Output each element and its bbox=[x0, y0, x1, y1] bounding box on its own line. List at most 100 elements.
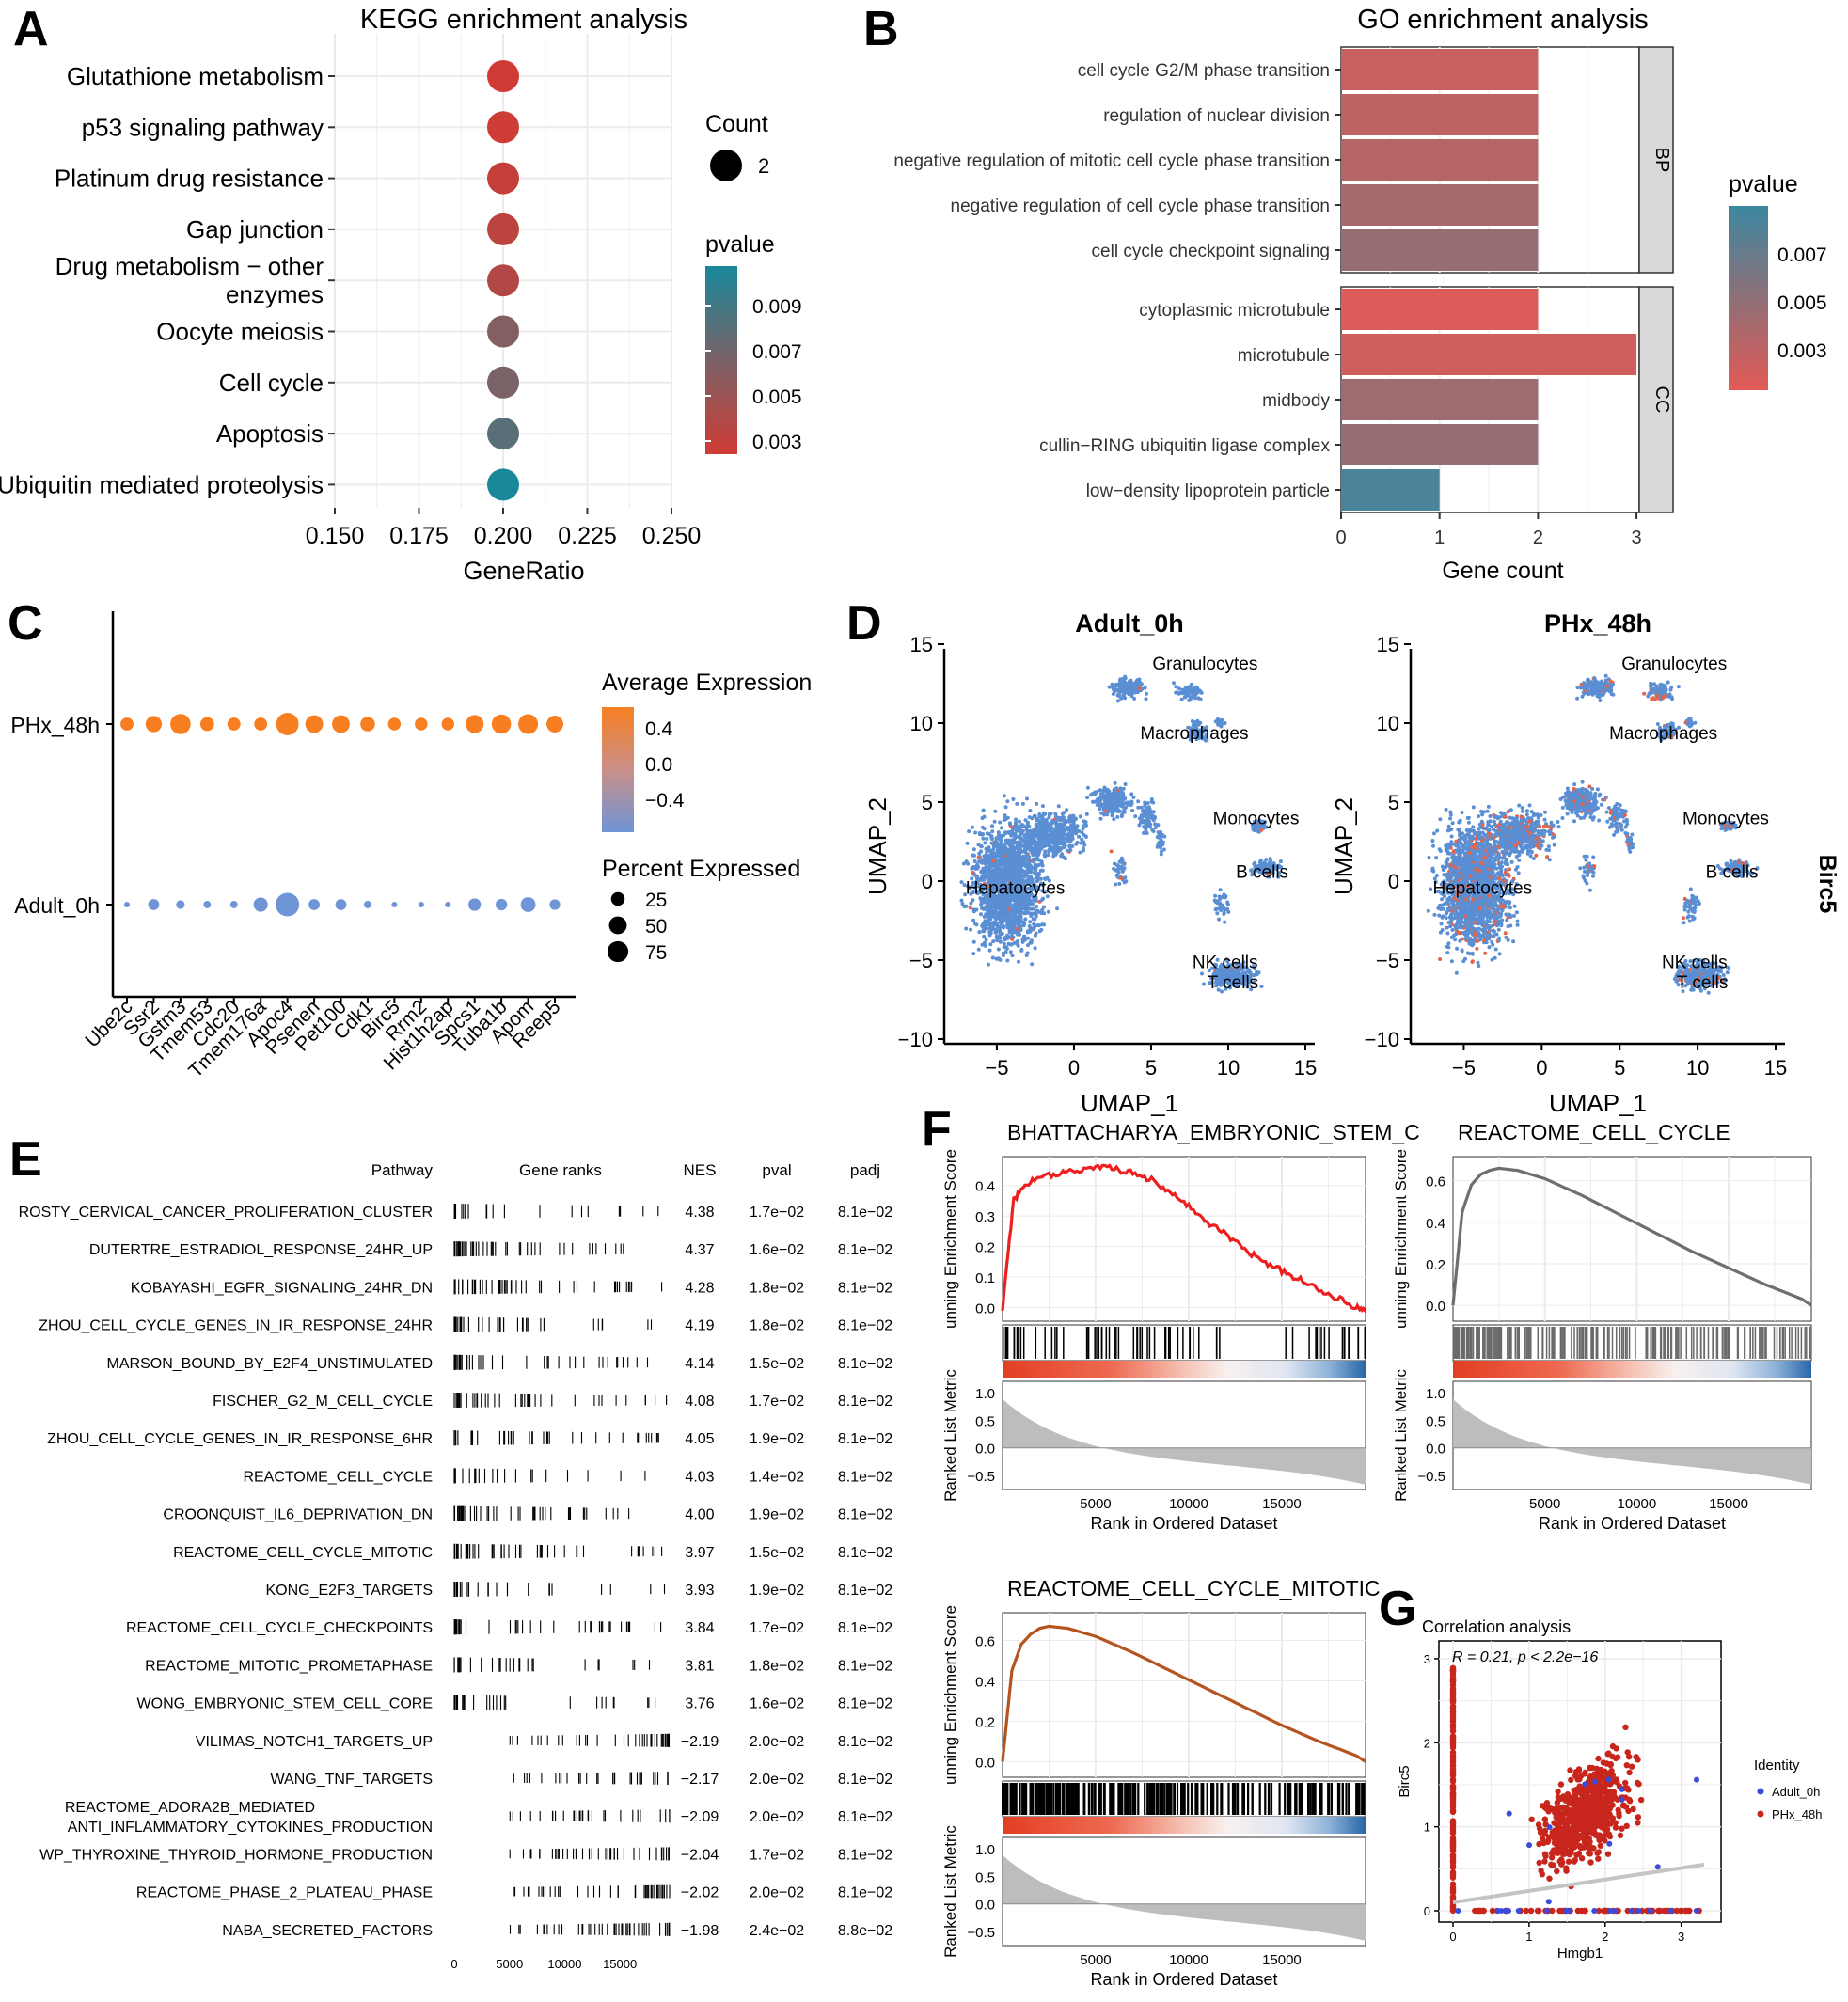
panel-d-cell-point bbox=[996, 848, 1001, 853]
panel-b-letter: B bbox=[863, 2, 899, 56]
panel-d-cell-point bbox=[1490, 939, 1494, 944]
panel-a-x-tick-label: 0.175 bbox=[389, 523, 449, 549]
panel-d-cell-point bbox=[1068, 814, 1073, 819]
panel-d-x-tick-label: −5 bbox=[1452, 1056, 1476, 1080]
panel-d-cell-point bbox=[1022, 859, 1027, 863]
panel-d-cell-point bbox=[991, 939, 996, 944]
panel-d-cell-point bbox=[981, 869, 986, 874]
panel-d-cell-point bbox=[1114, 873, 1119, 877]
panel-d-cell-point bbox=[1060, 815, 1065, 820]
panel-d-umap-title: Adult_0h bbox=[1075, 609, 1184, 638]
panel-d-cell-point bbox=[1504, 935, 1508, 939]
panel-d-cell-point bbox=[1193, 690, 1197, 695]
panel-d-cell-point bbox=[1123, 782, 1128, 786]
panel-c-dot-adult bbox=[123, 901, 131, 908]
panel-d-cell-point bbox=[1010, 859, 1015, 863]
panel-c-dot-phx bbox=[305, 715, 324, 733]
panel-d-cell-point bbox=[1144, 697, 1148, 701]
panel-a-pathway-label: Drug metabolism − other bbox=[55, 252, 324, 280]
panel-d-cell-point bbox=[1098, 816, 1103, 821]
panel-d-cell-point bbox=[1112, 809, 1116, 813]
panel-c-avg-expr-title: Average Expression bbox=[602, 670, 812, 696]
panel-d-cell-point bbox=[1001, 851, 1005, 856]
panel-c-pct-legend-dot bbox=[610, 891, 625, 906]
panel-a-dot bbox=[487, 418, 519, 450]
panel-c-dot-phx bbox=[466, 715, 484, 733]
panel-d-cell-point bbox=[1008, 942, 1013, 947]
panel-d-cell-point bbox=[1448, 924, 1453, 929]
panel-c: C PHx_48hAdult_0hUbe2cSsr2Gstm3Tmem53Cdc… bbox=[8, 596, 812, 1082]
panel-b-pvalue-colorbar bbox=[1729, 206, 1768, 390]
panel-d-cell-point bbox=[1003, 950, 1008, 954]
panel-d-cell-point bbox=[1130, 808, 1135, 812]
panel-d-cell-point bbox=[1466, 820, 1471, 825]
panel-d-cell-point bbox=[1120, 791, 1125, 796]
panel-d-cell-point bbox=[1445, 857, 1450, 861]
panel-d-cell-point bbox=[986, 902, 990, 906]
panel-a-count-legend-dot bbox=[710, 150, 742, 181]
panel-d-cell-point bbox=[981, 808, 986, 812]
panel-d-cell-point bbox=[1046, 824, 1050, 828]
panel-d-cell-point bbox=[974, 922, 979, 927]
panel-d-y-label: UMAP_2 bbox=[1330, 797, 1358, 895]
panel-d-cell-point bbox=[1017, 931, 1021, 936]
panel-d-y-tick-label: 0 bbox=[922, 870, 933, 893]
panel-d-cell-point bbox=[1052, 843, 1057, 847]
panel-d-cell-point bbox=[1079, 841, 1083, 845]
panel-d-cell-point bbox=[1460, 811, 1464, 814]
panel-b-term-label: negative regulation of cell cycle phase … bbox=[951, 197, 1330, 216]
panel-d-x-tick-label: 10 bbox=[1686, 1056, 1709, 1080]
panel-d-cell-point bbox=[1044, 843, 1049, 847]
panel-c-dot-adult bbox=[176, 900, 185, 909]
panel-d-cell-point bbox=[979, 849, 984, 854]
panel-d-y-tick-label: 15 bbox=[1377, 633, 1399, 656]
panel-d-cell-point bbox=[990, 922, 995, 926]
panel-d-cell-point bbox=[980, 906, 984, 910]
panel-d-y-tick-label: 15 bbox=[910, 633, 933, 656]
panel-d-cell-point bbox=[1151, 829, 1156, 833]
panel-d-cell-point bbox=[986, 962, 990, 967]
panel-d-cell-point bbox=[1045, 828, 1050, 833]
panel-b-term-label: microtubule bbox=[1238, 346, 1330, 366]
panel-d-y-tick-label: −5 bbox=[909, 949, 933, 972]
panel-d-cell-point bbox=[1121, 867, 1126, 872]
panel-d-cell-point bbox=[1022, 855, 1027, 859]
panel-d-cell-point bbox=[1177, 686, 1181, 691]
panel-d-cell-point bbox=[1002, 794, 1006, 798]
panel-d-cell-point bbox=[1062, 811, 1066, 815]
panel-d-cell-point bbox=[968, 906, 972, 910]
panel-d-cell-point bbox=[969, 891, 973, 896]
panel-d-cell-point bbox=[1010, 937, 1015, 941]
panel-d-cell-point bbox=[1430, 839, 1435, 843]
panel-d-cell-point bbox=[1446, 824, 1451, 828]
panel-d-cell-point bbox=[971, 889, 975, 893]
panel-d-cell-point bbox=[989, 834, 993, 839]
panel-c-dot-adult bbox=[445, 901, 451, 908]
panel-d-cell-point bbox=[1046, 909, 1050, 914]
panel-d-cell-point bbox=[977, 859, 982, 864]
panel-c-dot-phx bbox=[360, 717, 375, 732]
panel-a-pvalue-tick-label: 0.005 bbox=[752, 386, 802, 408]
panel-c-row-label: PHx_48h bbox=[10, 713, 100, 737]
panel-d-cell-point bbox=[1029, 927, 1034, 932]
panel-a-pathway-label: Oocyte meiosis bbox=[156, 318, 324, 346]
panel-d-cell-point bbox=[1058, 839, 1063, 843]
panel-a-pathway-label: Gap junction bbox=[186, 215, 324, 244]
panel-d-x-tick-label: 15 bbox=[1294, 1056, 1317, 1080]
panel-a-dot bbox=[487, 162, 519, 195]
panel-a-pvalue-tick-label: 0.003 bbox=[752, 432, 802, 453]
panel-d-cell-point bbox=[1041, 839, 1046, 843]
panel-b-pvalue-legend-title: pvalue bbox=[1729, 171, 1798, 197]
panel-d-cell-point bbox=[1146, 805, 1151, 810]
panel-d-cell-point bbox=[1486, 804, 1491, 809]
panel-c-pct-legend-label: 75 bbox=[645, 942, 667, 964]
panel-d-cell-point bbox=[981, 836, 986, 841]
panel-d-cell-point bbox=[1027, 831, 1032, 835]
panel-d-cell-point bbox=[1048, 840, 1052, 844]
panel-d-cell-point bbox=[1133, 814, 1138, 819]
panel-d-cell-point bbox=[1434, 874, 1439, 877]
panel-d-cell-point bbox=[1105, 789, 1109, 794]
panel-c-pct-legend-label: 50 bbox=[645, 916, 667, 938]
panel-d-cell-point bbox=[1014, 817, 1019, 822]
